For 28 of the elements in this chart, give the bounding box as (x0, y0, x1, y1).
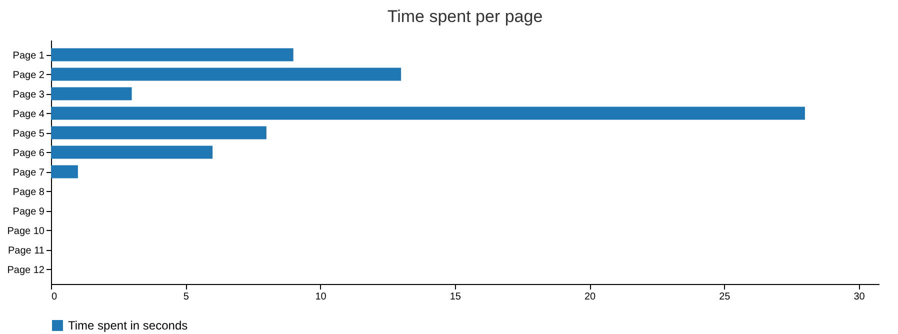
bar (51, 106, 805, 120)
y-tick-label: Page 7 (12, 167, 45, 178)
bar (51, 48, 294, 62)
y-tick-label: Page 8 (12, 186, 45, 198)
x-tick-label: 20 (584, 292, 596, 302)
bar (51, 146, 213, 159)
bar (51, 87, 132, 100)
x-tick-label: 30 (854, 292, 866, 302)
y-tick-label: Page 12 (7, 264, 45, 276)
x-tick-label: 0 (52, 292, 58, 302)
chart-title: Time spent per page (387, 7, 543, 26)
x-tick-label: 25 (719, 292, 731, 302)
bar (51, 126, 266, 140)
y-tick-label: Page 9 (12, 206, 45, 218)
bar (51, 165, 78, 178)
y-tick-label: Page 6 (12, 148, 45, 159)
y-tick-label: Page 5 (12, 128, 45, 140)
legend-label: Time spent in seconds (68, 318, 188, 332)
y-tick-label: Page 11 (8, 245, 45, 256)
y-tick-label: Page 4 (12, 108, 45, 120)
y-tick-label: Page 2 (12, 70, 45, 81)
y-tick-label: Page 10 (7, 226, 45, 237)
x-tick-label: 15 (450, 292, 462, 302)
y-tick-label: Page 1 (12, 50, 45, 62)
y-tick-label: Page 3 (12, 89, 45, 100)
x-tick-label: 10 (315, 292, 327, 302)
bar (51, 68, 402, 81)
x-tick-label: 5 (183, 292, 190, 302)
